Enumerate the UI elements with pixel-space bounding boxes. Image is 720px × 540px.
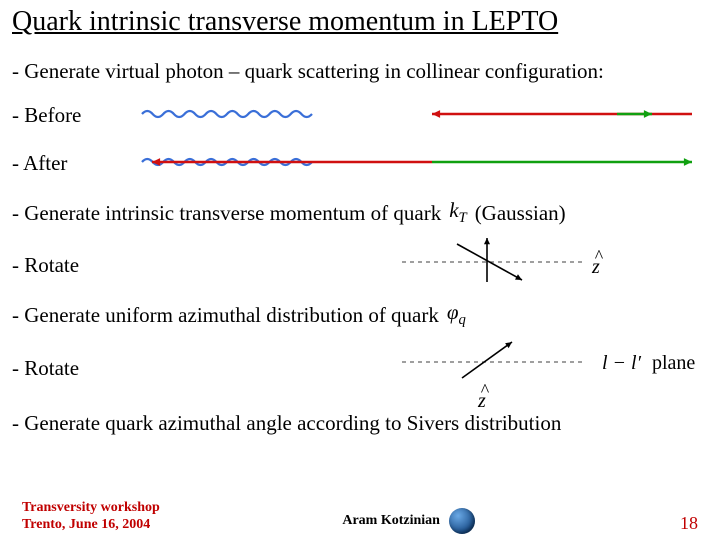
footer-author: Aram Kotzinian <box>342 513 440 528</box>
rotate2-plane-label: l − l′ plane <box>602 352 695 375</box>
kt-sub: T <box>459 211 467 227</box>
zhat-char: z <box>592 256 600 279</box>
bullet-collinear: - Generate virtual photon – quark scatte… <box>12 52 708 90</box>
footer-left: Transversity workshop Trento, June 16, 2… <box>22 500 160 534</box>
footer-page: 18 <box>658 513 698 534</box>
row-rotate1: - Rotate z <box>12 238 708 292</box>
footer: Transversity workshop Trento, June 16, 2… <box>0 500 720 534</box>
phi-base: φ <box>447 300 459 324</box>
bullet-rotate1: - Rotate <box>12 253 79 278</box>
rotate1-zhat: z <box>592 256 600 279</box>
bullet-rotate2: - Rotate <box>12 356 79 381</box>
bullet-phi: - Generate uniform azimuthal distributio… <box>12 296 708 334</box>
phi-symbol: φq <box>447 300 466 329</box>
kt-base: k <box>449 198 458 222</box>
footer-center: Aram Kotzinian <box>160 508 658 534</box>
row-after: - After <box>12 144 708 182</box>
row-before: - Before <box>12 96 708 134</box>
row-rotate2: - Rotate l − l′ plane z <box>12 338 708 398</box>
footer-venue: Trento, June 16, 2004 <box>22 517 160 534</box>
phi-text: - Generate uniform azimuthal distributio… <box>12 303 439 328</box>
slide-title: Quark intrinsic transverse momentum in L… <box>12 6 708 38</box>
bullet-kt: - Generate intrinsic transverse momentum… <box>12 194 708 232</box>
kt-text-b: (Gaussian) <box>475 201 566 226</box>
diagram-rotate1-wrap: z <box>402 234 632 290</box>
l-lprime: l − l′ <box>602 352 641 374</box>
diagram-before <box>12 102 712 128</box>
diagram-after <box>12 150 712 176</box>
plane-word: plane <box>652 352 695 374</box>
footer-workshop: Transversity workshop <box>22 500 160 517</box>
logo-icon <box>449 508 475 534</box>
phi-sub: q <box>459 313 466 329</box>
kt-text-a: - Generate intrinsic transverse momentum… <box>12 201 441 226</box>
diagram-rotate2-wrap: l − l′ plane z <box>402 334 720 398</box>
bullet-sivers: - Generate quark azimuthal angle accordi… <box>12 404 708 442</box>
kt-symbol: kT <box>449 198 467 227</box>
